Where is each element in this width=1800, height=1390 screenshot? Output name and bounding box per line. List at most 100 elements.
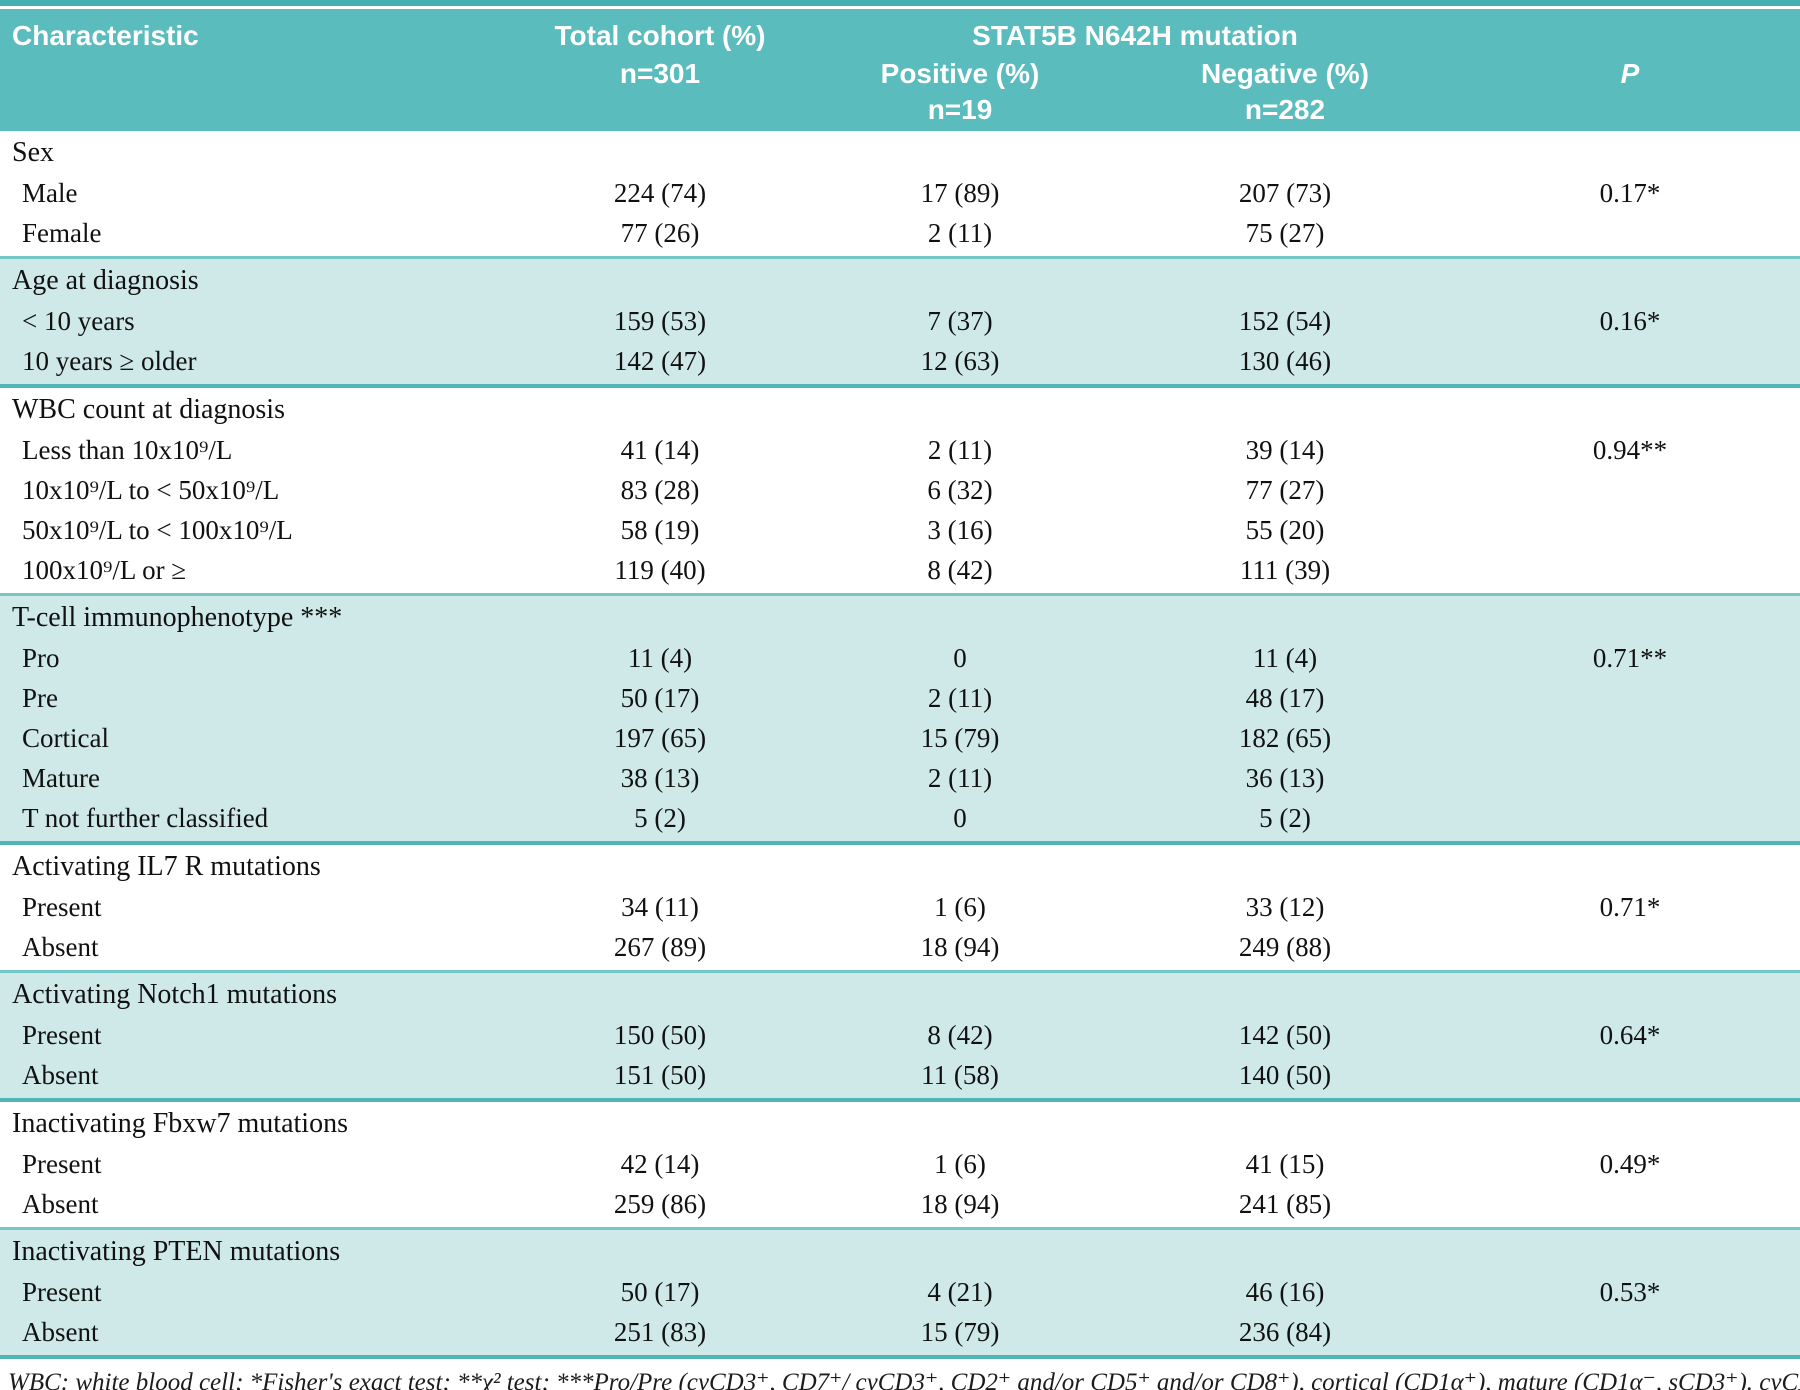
row-label: 10x10⁹/L to < 50x10⁹/L	[22, 475, 280, 505]
positive-value: 11 (58)	[921, 1060, 999, 1090]
total-value: 50 (17)	[620, 1277, 700, 1307]
negative-value: 11 (4)	[1252, 643, 1318, 673]
total-value: 197 (65)	[613, 723, 707, 753]
table-section: Inactivating PTEN mutations Present 50 (17…	[0, 1227, 1800, 1359]
p-value	[1460, 718, 1800, 758]
row-label: Pre	[22, 683, 58, 713]
header-total-cohort-n: n=301	[619, 58, 701, 89]
table-row: 100x10⁹/L or ≥ 119 (40) 8 (42) 111 (39)	[0, 550, 1800, 590]
negative-value: 130 (46)	[1238, 346, 1332, 376]
p-value	[1460, 1312, 1800, 1352]
p-value: 0.16*	[1599, 306, 1661, 336]
total-value: 159 (53)	[613, 306, 707, 336]
total-value: 224 (74)	[613, 178, 707, 208]
p-value	[1460, 758, 1800, 798]
p-value: 0.17*	[1599, 178, 1661, 208]
row-label: Present	[22, 1149, 102, 1179]
table-row: Cortical 197 (65) 15 (79) 182 (65)	[0, 718, 1800, 758]
table-top-gap	[0, 6, 1800, 9]
positive-value: 2 (11)	[927, 435, 993, 465]
table-row: Absent 267 (89) 18 (94) 249 (88)	[0, 927, 1800, 967]
section-title-row: Inactivating Fbxw7 mutations	[0, 1104, 1800, 1144]
table-row: Present 50 (17) 4 (21) 46 (16) 0.53*	[0, 1272, 1800, 1312]
p-value	[1460, 213, 1800, 253]
header-characteristic: Characteristic	[12, 20, 199, 51]
table-row: Present 42 (14) 1 (6) 41 (15) 0.49*	[0, 1144, 1800, 1184]
table-row: Male 224 (74) 17 (89) 207 (73) 0.17*	[0, 173, 1800, 213]
positive-value: 18 (94)	[920, 1189, 1000, 1219]
table-row: Present 34 (11) 1 (6) 33 (12) 0.71*	[0, 887, 1800, 927]
negative-value: 41 (15)	[1245, 1149, 1325, 1179]
header-mutation-gene: STAT5B N642H	[972, 20, 1172, 51]
total-value: 34 (11)	[621, 892, 699, 922]
negative-value: 48 (17)	[1245, 683, 1325, 713]
total-value: 150 (50)	[613, 1020, 707, 1050]
p-value	[1460, 550, 1800, 590]
table-section: Activating IL7 R mutations Present 34 (11)…	[0, 845, 1800, 970]
positive-value: 15 (79)	[920, 1317, 1000, 1347]
section-title: Age at diagnosis	[12, 265, 199, 296]
negative-value: 249 (88)	[1238, 932, 1332, 962]
section-title: Inactivating PTEN mutations	[12, 1236, 341, 1267]
total-value: 251 (83)	[613, 1317, 707, 1347]
negative-value: 36 (13)	[1245, 763, 1325, 793]
total-value: 151 (50)	[613, 1060, 707, 1090]
p-value	[1460, 341, 1800, 381]
p-value	[1460, 1184, 1800, 1224]
total-value: 58 (19)	[620, 515, 700, 545]
negative-value: 33 (12)	[1245, 892, 1325, 922]
row-label: Absent	[22, 932, 99, 962]
table-footnote: WBC: white blood cell; *Fisher's exact t…	[0, 1359, 1800, 1390]
negative-value: 152 (54)	[1238, 306, 1332, 336]
table-section: T-cell immunophenotype *** Pro 11 (4) 0 11 (…	[0, 593, 1800, 845]
section-title-row: Inactivating PTEN mutations	[0, 1232, 1800, 1272]
positive-value: 4 (21)	[927, 1277, 993, 1307]
positive-value: 1 (6)	[934, 892, 986, 922]
table-row: Pre 50 (17) 2 (11) 48 (17)	[0, 678, 1800, 718]
table-row: Absent 259 (86) 18 (94) 241 (85)	[0, 1184, 1800, 1224]
table-section: Activating Notch1 mutations Present 150 (5…	[0, 970, 1800, 1102]
negative-value: 207 (73)	[1238, 178, 1332, 208]
negative-value: 182 (65)	[1238, 723, 1332, 753]
p-value	[1460, 798, 1800, 838]
footnote-line-1: WBC: white blood cell; *Fisher's exact t…	[8, 1369, 1800, 1390]
header-p-value: P	[1620, 58, 1640, 89]
negative-value: 39 (14)	[1245, 435, 1325, 465]
p-value	[1460, 470, 1800, 510]
header-total-cohort: Total cohort (%)	[554, 20, 766, 51]
row-label: Absent	[22, 1060, 99, 1090]
table-section: Inactivating Fbxw7 mutations Present 42 (1…	[0, 1102, 1800, 1227]
header-negative: Negative (%)	[1200, 58, 1370, 89]
positive-value: 8 (42)	[927, 555, 993, 585]
table-section: Age at diagnosis < 10 years 159 (53) 7 (37)…	[0, 256, 1800, 388]
row-label: Absent	[22, 1317, 99, 1347]
table-top-rule	[0, 0, 1800, 6]
p-value: 0.64*	[1599, 1020, 1661, 1050]
row-label: 100x10⁹/L or ≥	[22, 555, 187, 585]
positive-value: 2 (11)	[927, 218, 993, 248]
total-value: 11 (4)	[627, 643, 693, 673]
table-row: Female 77 (26) 2 (11) 75 (27)	[0, 213, 1800, 253]
table-row: < 10 years 159 (53) 7 (37) 152 (54) 0.16*	[0, 301, 1800, 341]
table-row: Absent 151 (50) 11 (58) 140 (50)	[0, 1055, 1800, 1095]
negative-value: 55 (20)	[1245, 515, 1325, 545]
p-value	[1460, 510, 1800, 550]
positive-value: 7 (37)	[927, 306, 993, 336]
negative-value: 77 (27)	[1245, 475, 1325, 505]
table-row: 50x10⁹/L to < 100x10⁹/L 58 (19) 3 (16) 55 (…	[0, 510, 1800, 550]
p-value	[1460, 927, 1800, 967]
p-value: 0.71*	[1599, 892, 1661, 922]
header-mutation-word: mutation	[1171, 20, 1298, 51]
total-value: 41 (14)	[620, 435, 700, 465]
negative-value: 111 (39)	[1239, 555, 1331, 585]
header-positive-n: n=19	[927, 94, 993, 125]
total-value: 77 (26)	[620, 218, 700, 248]
table-body: Sex Male 224 (74) 17 (89) 207 (73) 0.17* Femal…	[0, 131, 1800, 1359]
negative-value: 140 (50)	[1238, 1060, 1332, 1090]
table-row: Pro 11 (4) 0 11 (4) 0.71**	[0, 638, 1800, 678]
table-row: Less than 10x10⁹/L 41 (14) 2 (11) 39 (14) 0.…	[0, 430, 1800, 470]
positive-value: 2 (11)	[927, 683, 993, 713]
section-title: Activating IL7 R mutations	[12, 851, 321, 882]
table-section: WBC count at diagnosis Less than 10x10⁹/L…	[0, 388, 1800, 593]
